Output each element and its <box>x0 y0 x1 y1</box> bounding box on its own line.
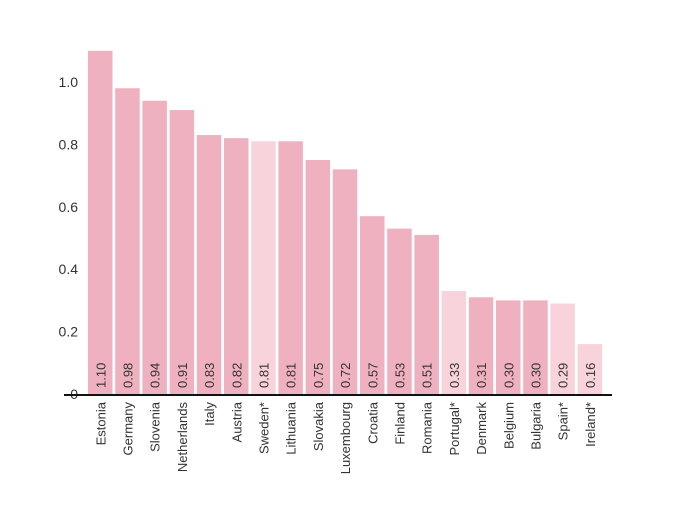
x-tick-label: Slovenia <box>148 401 163 452</box>
bar <box>278 141 303 394</box>
x-tick-label: Luxembourg <box>338 402 353 474</box>
bar <box>387 228 412 394</box>
bar-value-label: 0.51 <box>420 363 435 388</box>
x-tick-label: Austria <box>229 401 244 442</box>
bar-value-label: 0.82 <box>229 363 244 388</box>
bar <box>251 141 276 394</box>
bar-value-label: 0.72 <box>338 363 353 388</box>
bar-value-label: 0.57 <box>365 363 380 388</box>
bar <box>523 300 548 394</box>
bar <box>468 297 494 394</box>
x-tick-label: Estonia <box>93 401 108 445</box>
x-axis-labels: Estonia Germany Slovenia Netherlands Italy Au… <box>93 401 598 474</box>
bar-value-label: 0.53 <box>392 363 407 388</box>
x-tick-label: Lithuania <box>284 401 299 455</box>
bar-value-label: 0.94 <box>148 363 163 388</box>
y-axis: 00.20.40.60.81.0 <box>59 74 79 402</box>
y-tick-label: 0.6 <box>59 199 79 215</box>
bar <box>305 160 331 394</box>
bar <box>414 234 439 394</box>
bar-value-label: 0.81 <box>284 363 299 388</box>
bar <box>115 88 140 395</box>
bars-group: 1.10 0.98 0.94 0.91 0.83 0.82 0.81 0.81 0.75 0.72… <box>88 50 603 395</box>
bar-value-label: 0.91 <box>175 363 190 388</box>
bar-value-label: 0.83 <box>202 363 217 388</box>
x-tick-label: Netherlands <box>175 402 190 473</box>
bar-value-label: 0.31 <box>474 363 489 388</box>
x-tick-label: Sweden* <box>256 402 271 454</box>
bar-value-label: 0.30 <box>501 363 516 388</box>
x-tick-label: Denmark <box>474 402 489 455</box>
y-tick-label: 0.8 <box>59 136 79 152</box>
bar-value-label: 0.30 <box>528 363 543 388</box>
bar <box>224 138 249 394</box>
x-tick-label: Ireland* <box>583 402 598 447</box>
bar-value-label: 0.81 <box>256 363 271 388</box>
x-tick-label: Croatia <box>365 401 380 444</box>
bar <box>169 110 195 394</box>
x-tick-label: Slovakia <box>311 401 326 451</box>
bar-value-label: 0.75 <box>311 363 326 388</box>
x-tick-label: Spain* <box>556 402 571 440</box>
x-tick-label: Portugal* <box>447 402 462 455</box>
bar <box>577 344 603 394</box>
x-tick-label: Germany <box>120 402 135 456</box>
bar-value-label: 0.29 <box>556 363 571 388</box>
bar <box>360 216 385 394</box>
x-tick-label: Bulgaria <box>528 401 543 449</box>
bar-value-label: 0.33 <box>447 363 462 388</box>
x-tick-label: Finland <box>392 402 407 445</box>
x-tick-label: Romania <box>420 401 435 454</box>
x-tick-label: Italy <box>202 402 217 426</box>
bar-value-label: 1.10 <box>93 363 108 388</box>
bar <box>332 169 358 394</box>
bar <box>441 291 467 394</box>
y-tick-label: 0.4 <box>59 261 79 277</box>
bar-value-label: 0.16 <box>583 363 598 388</box>
bar <box>550 303 575 394</box>
bar <box>88 50 113 395</box>
bar-value-label: 0.98 <box>120 363 135 388</box>
y-tick-label: 1.0 <box>59 74 79 90</box>
bar <box>196 135 222 395</box>
bar <box>496 300 521 394</box>
y-tick-label: 0.2 <box>59 324 79 340</box>
x-tick-label: Belgium <box>501 402 516 449</box>
bar <box>142 100 167 394</box>
